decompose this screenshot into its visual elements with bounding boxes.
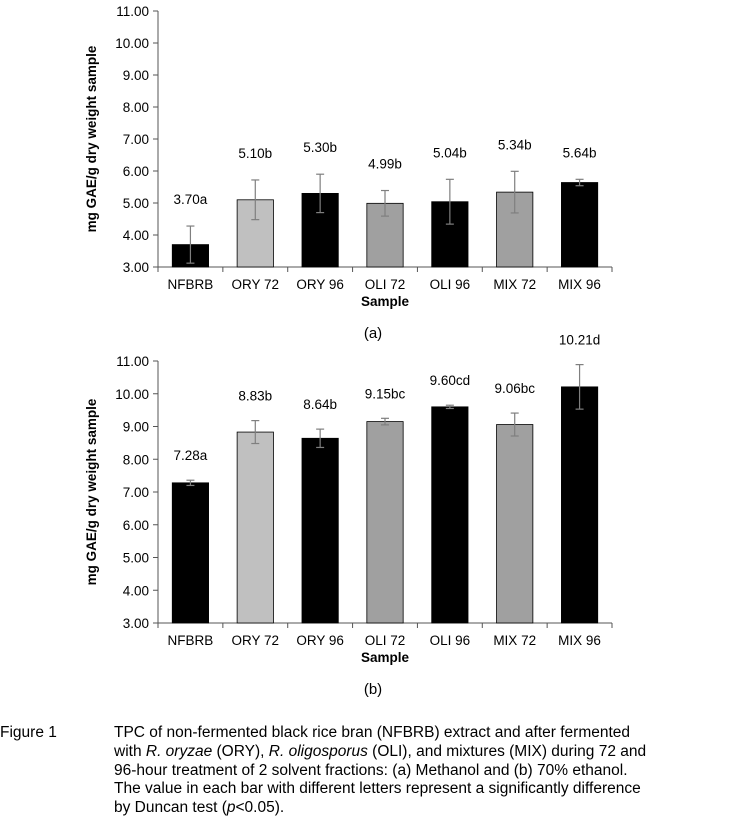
y-tick-label: 8.00 — [123, 452, 149, 467]
x-tick-label: MIX 72 — [493, 277, 536, 292]
caption-species-2: R. oligosporus — [268, 742, 368, 760]
y-tick-label: 10.00 — [115, 387, 149, 402]
figure-caption: Figure 1 TPC of non-fermented black rice … — [0, 724, 750, 818]
caption-line-3: 96-hour treatment of 2 solvent fractions… — [0, 762, 750, 781]
x-tick-label: ORY 72 — [232, 633, 280, 648]
x-tick-label: ORY 96 — [296, 277, 344, 292]
x-tick-label: OLI 72 — [365, 277, 406, 292]
data-label: 4.99b — [368, 157, 402, 172]
caption-text-2a: with — [114, 742, 146, 760]
data-label: 5.64b — [563, 145, 597, 160]
y-tick-label: 6.00 — [123, 518, 149, 533]
caption-lead: Figure 1 — [0, 724, 57, 741]
x-tick-label: ORY 72 — [232, 277, 280, 292]
chart-panel-b: 3.00 4.00 5.00 6.00 7.00 8.00 9.00 10.00 11.00 7.… — [84, 333, 613, 698]
x-tick-label: MIX 72 — [493, 633, 536, 648]
x-tick-label: NFBRB — [168, 633, 214, 648]
panel-label: (a) — [364, 325, 382, 342]
y-tick-label: 7.00 — [123, 132, 149, 147]
data-label: 7.28a — [174, 448, 208, 463]
caption-line-2: with R. oryzae (ORY), R. oligosporus (OL… — [0, 743, 750, 762]
x-tick-label: ORY 96 — [296, 633, 344, 648]
panel-label: (b) — [364, 681, 382, 698]
bar-mix-96 — [561, 386, 599, 624]
data-label: 3.70a — [174, 192, 208, 207]
bar-ory-72 — [236, 431, 274, 624]
y-tick-label: 5.00 — [123, 196, 149, 211]
data-label: 9.15bc — [365, 386, 406, 401]
caption-line-5: by Duncan test (p<0.05). — [0, 799, 750, 818]
x-tick-label: OLI 72 — [365, 633, 406, 648]
data-label: 5.34b — [498, 137, 532, 152]
y-tick-label: 3.00 — [123, 616, 149, 631]
caption-text-4: The value in each bar with different let… — [114, 780, 641, 798]
caption-text-1: TPC of non-fermented black rice bran (NF… — [114, 724, 631, 741]
x-tick-label: OLI 96 — [430, 633, 471, 648]
bar-mix-72 — [496, 424, 534, 624]
x-tick-label: NFBRB — [168, 277, 214, 292]
caption-species-1: R. oryzae — [145, 742, 213, 760]
x-axis-title: Sample — [361, 294, 410, 309]
x-tick-label: OLI 96 — [430, 277, 471, 292]
bar-ory-96 — [301, 437, 339, 624]
data-label: 8.83b — [238, 389, 272, 404]
data-label: 10.21d — [559, 333, 600, 348]
y-tick-label: 10.00 — [115, 36, 149, 51]
data-label: 8.64b — [303, 397, 337, 412]
y-tick-label: 6.00 — [123, 164, 149, 179]
y-tick-label: 4.00 — [123, 583, 149, 598]
chart-panel-a: 3.00 4.00 5.00 6.00 7.00 8.00 9.00 10.00 11.00 3.… — [84, 4, 613, 342]
data-label: 5.04b — [433, 145, 467, 160]
bar-oli-72 — [366, 421, 404, 624]
x-tick-label: MIX 96 — [558, 277, 601, 292]
caption-line-4: The value in each bar with different let… — [0, 780, 750, 799]
bar-oli-96 — [431, 406, 469, 624]
y-tick-label: 4.00 — [123, 228, 149, 243]
caption-line-1: Figure 1 TPC of non-fermented black rice … — [0, 724, 750, 743]
y-axis-title: mg GAE/g dry weight sample — [84, 398, 99, 585]
data-label: 5.30b — [303, 140, 337, 155]
y-axis-title: mg GAE/g dry weight sample — [84, 45, 99, 232]
data-label: 9.60cd — [430, 373, 471, 388]
y-tick-label: 9.00 — [123, 420, 149, 435]
x-tick-label: MIX 96 — [558, 633, 601, 648]
caption-text-5b: <0.05). — [235, 799, 285, 817]
caption-text-5a: by Duncan test ( — [114, 799, 227, 817]
bar-mix-96 — [561, 182, 599, 268]
x-axis-title: Sample — [361, 650, 410, 665]
y-tick-label: 5.00 — [123, 551, 149, 566]
caption-p-symbol: p — [226, 799, 236, 817]
y-tick-label: 11.00 — [116, 4, 149, 19]
data-label: 9.06bc — [494, 381, 535, 396]
caption-text-2c: (OLI), and mixtures (MIX) during 72 and — [367, 742, 647, 760]
y-tick-label: 8.00 — [123, 100, 149, 115]
data-label: 5.10b — [238, 146, 272, 161]
y-tick-label: 3.00 — [123, 260, 149, 275]
y-tick-label: 7.00 — [123, 485, 149, 500]
y-tick-label: 11.00 — [116, 354, 149, 369]
y-tick-label: 9.00 — [123, 68, 149, 83]
caption-text-2b: (ORY), — [212, 742, 269, 760]
caption-text-3: 96-hour treatment of 2 solvent fractions… — [114, 761, 628, 779]
bar-nfbrb — [171, 482, 209, 624]
